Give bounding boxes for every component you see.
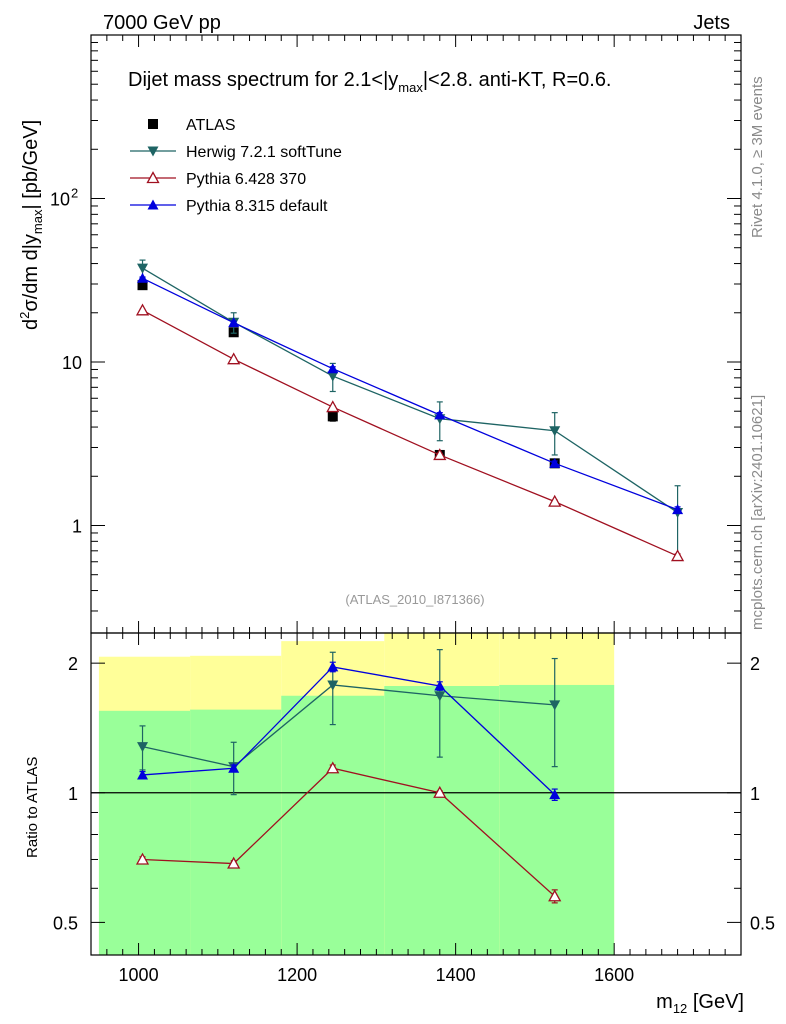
main-point-herwig-7-2-1-softtune-0 bbox=[137, 264, 148, 274]
main-ytick-label-1: 1 bbox=[72, 516, 82, 536]
main-series-herwig-7-2-1-softtune bbox=[137, 260, 683, 556]
main-point-pythia-8-315-default-2 bbox=[327, 363, 338, 373]
main-series-layer bbox=[137, 260, 683, 560]
ratio-ytick-label-left-0.5: 0.5 bbox=[53, 913, 78, 933]
main-ytick-label-100: 10 bbox=[50, 189, 70, 209]
ratio-ytick-label-right-0.5: 0.5 bbox=[750, 913, 775, 933]
header-energy: 7000 GeV pp bbox=[103, 12, 221, 34]
main-line-herwig-7-2-1-softtune bbox=[143, 268, 678, 512]
legend-marker-atlas bbox=[148, 119, 158, 129]
main-point-pythia-6-428-370-4 bbox=[549, 496, 560, 506]
xlabel-sub: 12 bbox=[673, 1001, 687, 1016]
main-line-pythia-6-428-370 bbox=[143, 310, 678, 556]
x-tick-label-1600: 1600 bbox=[594, 965, 634, 985]
legend-entry-pythia-8-315-default: Pythia 8.315 default bbox=[130, 198, 328, 215]
ratio-uncertainty-bands bbox=[99, 633, 614, 955]
main-y-axis-label: d2σ/dm d|ymax| [pb/GeV] bbox=[17, 120, 45, 330]
legend: ATLAS Herwig 7.2.1 softTune Pythia 6.428 3… bbox=[130, 117, 342, 215]
main-point-atlas-2 bbox=[328, 411, 338, 421]
ylabel-end: | [pb/GeV] bbox=[20, 120, 42, 210]
main-point-pythia-6-428-370-5 bbox=[672, 551, 683, 561]
x-tick-label-1000: 1000 bbox=[119, 965, 159, 985]
ratio-band-inner-1 bbox=[190, 710, 281, 955]
legend-label-pythia-6-428-370: Pythia 6.428 370 bbox=[186, 171, 306, 188]
main-point-pythia-6-428-370-1 bbox=[228, 354, 239, 364]
main-point-herwig-7-2-1-softtune-4 bbox=[549, 426, 560, 436]
x-tick-label-1200: 1200 bbox=[277, 965, 317, 985]
main-point-pythia-6-428-370-2 bbox=[327, 402, 338, 412]
ylabel-d: d bbox=[20, 319, 42, 330]
xlabel-main: m bbox=[656, 991, 673, 1013]
title-prefix: Dijet mass spectrum for 2.1<|y bbox=[128, 69, 398, 91]
title-suffix: |<2.8. anti-KT, R=0.6. bbox=[423, 69, 612, 91]
main-series-pythia-6-428-370 bbox=[137, 305, 683, 561]
ratio-ytick-label-left-1: 1 bbox=[68, 784, 78, 804]
ylabel-sub: max bbox=[30, 209, 45, 234]
legend-entry-pythia-6-428-370: Pythia 6.428 370 bbox=[130, 171, 306, 188]
x-tick-label-1400: 1400 bbox=[436, 965, 476, 985]
x-axis-label: m12 [GeV] bbox=[656, 991, 744, 1016]
mcplots-label: mcplots.cern.ch [arXiv:2401.10621] bbox=[749, 395, 766, 630]
main-series-pythia-8-315-default bbox=[137, 273, 683, 514]
chart-figure: 7000 GeV pp Jets Rivet 4.1.0, ≥ 3M event… bbox=[0, 0, 786, 1024]
xlabel-unit: [GeV] bbox=[687, 991, 744, 1013]
legend-label-herwig-7-2-1-softtune: Herwig 7.2.1 softTune bbox=[186, 144, 342, 161]
legend-entry-herwig-7-2-1-softtune: Herwig 7.2.1 softTune bbox=[130, 144, 342, 161]
legend-label-atlas: ATLAS bbox=[186, 117, 236, 134]
main-ytick-label-sup-100: 2 bbox=[71, 185, 78, 200]
ratio-band-inner-4 bbox=[499, 685, 614, 955]
title-subscript: max bbox=[398, 80, 423, 95]
analysis-id-label: (ATLAS_2010_I871366) bbox=[345, 592, 484, 607]
ratio-ytick-label-left-2: 2 bbox=[68, 654, 78, 674]
legend-label-pythia-8-315-default: Pythia 8.315 default bbox=[186, 198, 328, 215]
main-line-pythia-8-315-default bbox=[143, 278, 678, 509]
main-series-atlas bbox=[138, 280, 560, 468]
main-point-pythia-6-428-370-0 bbox=[137, 305, 148, 315]
legend-entry-atlas: ATLAS bbox=[148, 117, 236, 134]
ylabel-mid: σ/dm d|y bbox=[20, 234, 42, 312]
ratio-band-inner-2 bbox=[281, 696, 384, 955]
chart-title: Dijet mass spectrum for 2.1<|ymax|<2.8. … bbox=[128, 69, 612, 95]
rivet-label: Rivet 4.1.0, ≥ 3M events bbox=[749, 76, 766, 238]
ylabel-sup: 2 bbox=[17, 312, 32, 319]
main-ytick-label-10: 10 bbox=[62, 353, 82, 373]
header-process: Jets bbox=[693, 12, 730, 34]
ratio-ytick-label-right-1: 1 bbox=[750, 784, 760, 804]
main-point-pythia-8-315-default-0 bbox=[137, 273, 148, 283]
ratio-ytick-label-right-2: 2 bbox=[750, 654, 760, 674]
ratio-y-axis-label: Ratio to ATLAS bbox=[24, 757, 41, 858]
